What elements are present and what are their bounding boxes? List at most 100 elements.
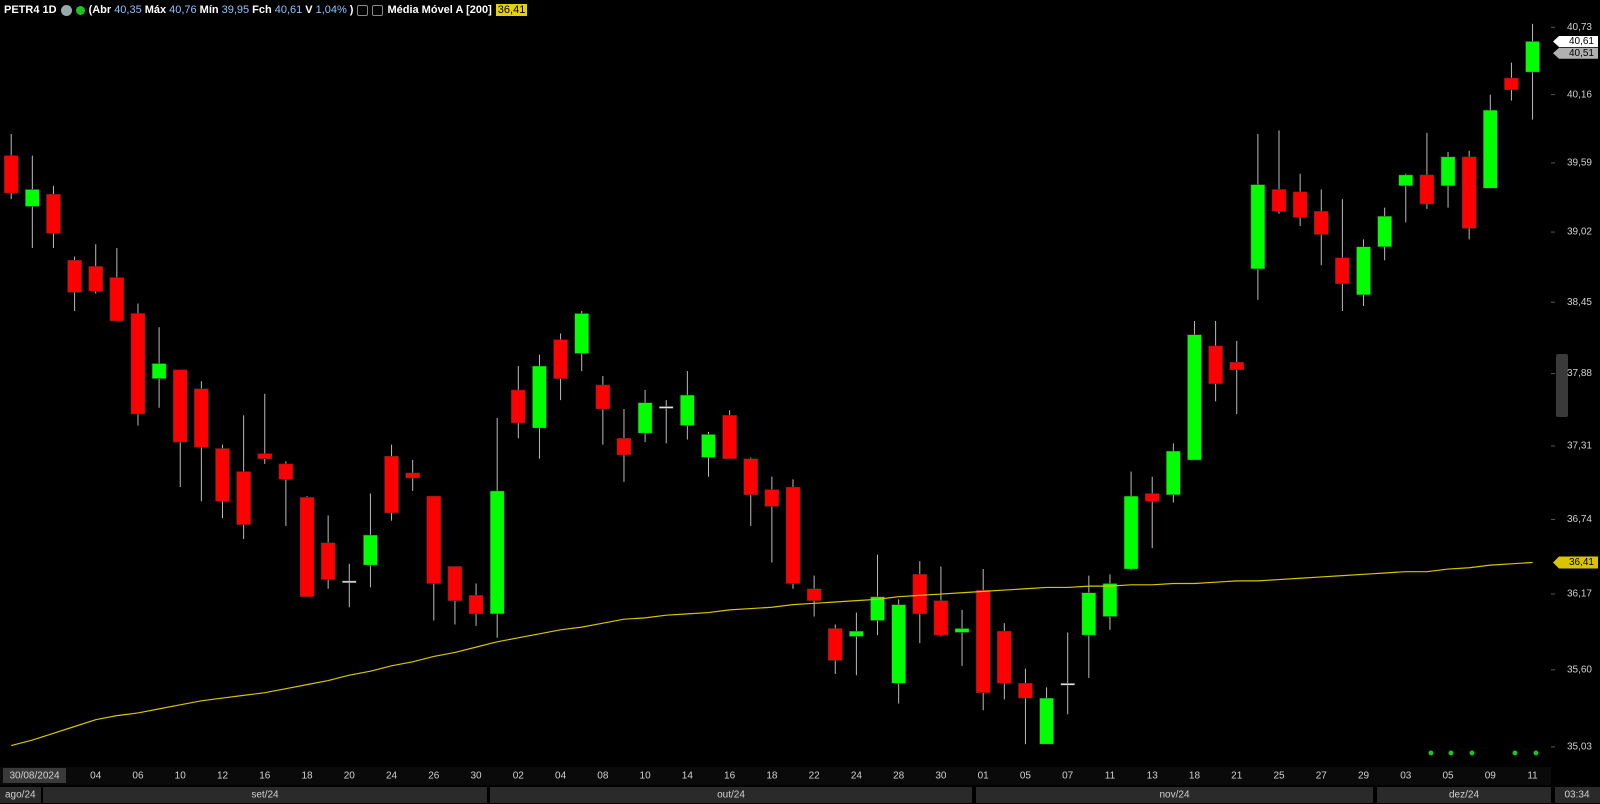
x-tick-label: 06 xyxy=(132,771,144,782)
candle-body xyxy=(997,630,1012,684)
price-tag xyxy=(1553,35,1598,47)
month-cell xyxy=(976,787,1373,803)
candle-body xyxy=(933,600,949,636)
candle-body xyxy=(1292,191,1308,218)
price-tag-label: 40,61 xyxy=(1569,36,1594,47)
x-tick-label: 18 xyxy=(1189,771,1201,782)
x-tick-label: 05 xyxy=(1020,771,1032,782)
candle-body xyxy=(342,580,357,584)
x-tick-label: 10 xyxy=(175,771,187,782)
month-label: nov/24 xyxy=(1159,790,1189,801)
x-tick-label: 11 xyxy=(1105,771,1116,782)
x-tick-label: 13 xyxy=(1147,771,1159,782)
candle-body xyxy=(806,588,822,601)
x-tick-label: 22 xyxy=(809,771,821,782)
legend-value: 40,76 xyxy=(169,4,197,16)
candle-body xyxy=(1525,41,1540,73)
candle-body xyxy=(1102,583,1118,617)
candle-body xyxy=(658,406,674,409)
candle-body xyxy=(67,260,82,293)
candle-body xyxy=(764,489,780,507)
candle-body xyxy=(1483,109,1498,189)
candle-body xyxy=(257,453,273,460)
x-tick-label: 16 xyxy=(259,771,271,782)
month-label: out/24 xyxy=(717,790,745,801)
candle-body xyxy=(1081,592,1097,636)
candle-body xyxy=(532,365,547,429)
x-tick-label: 05 xyxy=(1442,771,1454,782)
candle-body xyxy=(363,534,378,566)
x-tick-label: 16 xyxy=(724,771,736,782)
indicator-value: 36,41 xyxy=(495,4,528,16)
candle-body xyxy=(172,369,188,443)
candle-body xyxy=(278,463,294,480)
month-cell xyxy=(43,787,487,803)
candle-body xyxy=(3,155,19,194)
candle-body xyxy=(1229,362,1244,371)
candle-body xyxy=(489,490,505,615)
candle-body xyxy=(828,628,843,661)
status-dot xyxy=(75,5,85,15)
candle-body xyxy=(215,448,230,502)
x-tick-label: 29 xyxy=(1358,771,1370,782)
x-tick-label: 24 xyxy=(851,771,863,782)
y-tick-label: 38,45 xyxy=(1567,297,1592,308)
event-dot xyxy=(1533,750,1539,756)
candle-body xyxy=(1166,450,1181,496)
candle-body xyxy=(468,595,484,615)
candle-body xyxy=(1060,683,1075,686)
candle-body xyxy=(151,363,167,379)
candle-body xyxy=(1461,156,1477,229)
event-markers xyxy=(1428,750,1539,756)
y-tick-label: 37,31 xyxy=(1567,441,1592,452)
legend-label: Fch xyxy=(252,4,272,16)
candle-body xyxy=(384,455,399,514)
candle-body xyxy=(1187,334,1202,461)
candle-body xyxy=(46,194,61,234)
add-button[interactable] xyxy=(372,4,384,16)
settings-icon[interactable] xyxy=(60,4,72,16)
candle-body xyxy=(1250,184,1266,270)
legend-label: (Abr xyxy=(88,4,112,16)
candle-body xyxy=(1504,77,1519,91)
y-tick-label: 37,88 xyxy=(1567,368,1592,379)
candle-body xyxy=(405,472,420,479)
clock-cell xyxy=(1555,787,1600,803)
x-tick-label: 03 xyxy=(1400,771,1412,782)
candle-body xyxy=(553,339,568,379)
candle-body xyxy=(1018,683,1033,699)
month-label: dez/24 xyxy=(1449,790,1479,801)
ohlc-legend: (Abr 40,35 Máx 40,76 Mín 39,95 Fch 40,61 V 1,04%) xyxy=(89,4,354,16)
legend-label: Mín xyxy=(199,4,219,16)
y-tick-label: 40,73 xyxy=(1567,22,1592,33)
candle-body xyxy=(637,402,653,434)
x-tick-label: 30/08/2024 xyxy=(9,771,59,782)
x-tick-label: 27 xyxy=(1316,771,1328,782)
x-tick-label: 02 xyxy=(513,771,525,782)
y-tick-label: 40,16 xyxy=(1567,89,1592,100)
x-tick-label: 20 xyxy=(344,771,356,782)
candle-body xyxy=(701,434,716,458)
clock: 03:34 xyxy=(1564,790,1589,801)
x-tick-label: 30 xyxy=(935,771,947,782)
candle-body xyxy=(1039,697,1054,745)
candle-body xyxy=(595,384,611,410)
candle-body xyxy=(722,415,737,460)
price-tag xyxy=(1553,47,1598,59)
month-cell xyxy=(490,787,972,803)
candle-body xyxy=(1419,174,1435,205)
scroll-handle[interactable] xyxy=(1556,354,1568,417)
x-tick-label: 10 xyxy=(640,771,652,782)
x-tick-label: 09 xyxy=(1485,771,1497,782)
indicator-name[interactable]: Média Móvel A [200] xyxy=(387,4,492,16)
candle-body xyxy=(426,495,442,584)
symbol[interactable]: PETR4 1D xyxy=(4,4,57,16)
event-dot xyxy=(1428,750,1434,756)
x-tick-label: 07 xyxy=(1062,771,1074,782)
collapse-button[interactable] xyxy=(357,4,369,16)
candle-body xyxy=(1335,257,1350,284)
x-tick-label: 24 xyxy=(386,771,398,782)
y-tick-label: 35,60 xyxy=(1567,664,1592,675)
